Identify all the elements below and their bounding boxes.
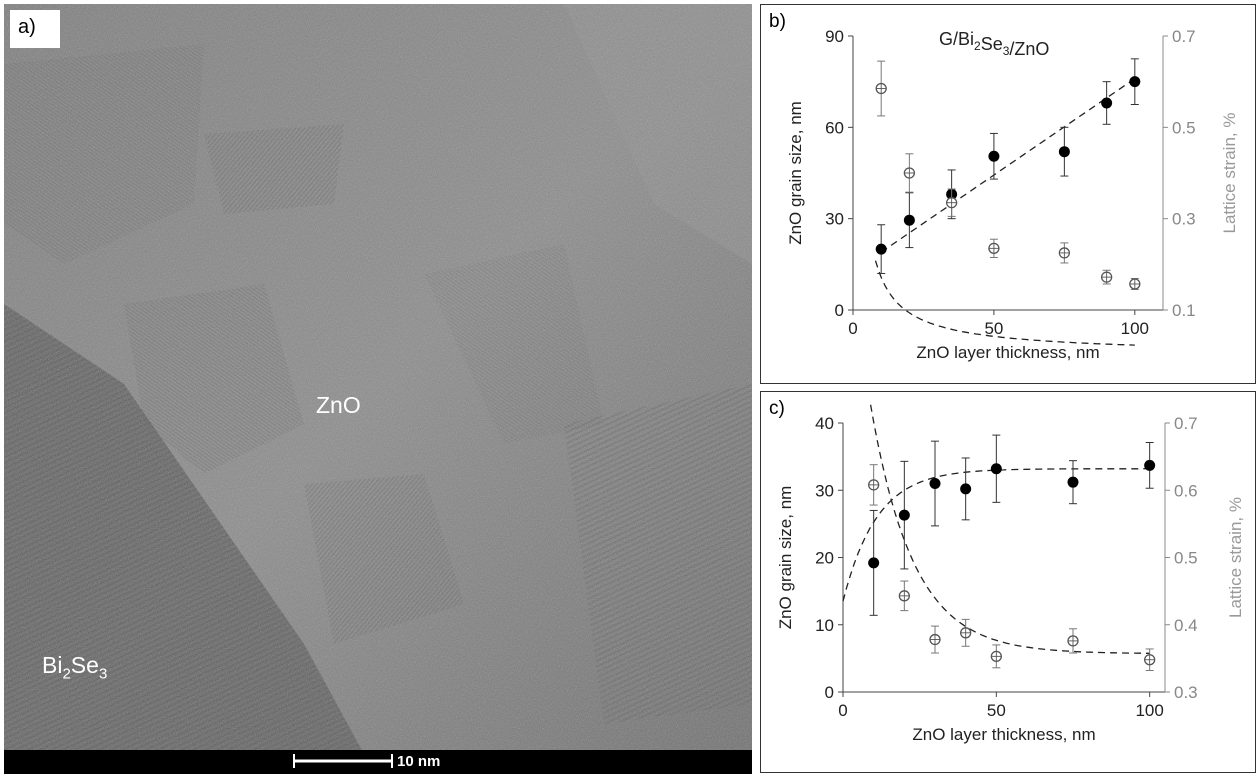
y2-tick-label: 0.6 [1174,481,1198,500]
fit-curve [869,404,1150,654]
fit-curve [874,260,1135,346]
x-tick-label: 50 [987,701,1006,720]
data-point-grain-size [1101,97,1113,109]
chart-c: 0 50 100 0 10 20 30 40 0.3 0.4 0.5 0.6 0.7 ZnO layer … [769,398,1245,744]
y2-tick-label: 0.7 [1172,27,1196,46]
x-tick-label: 0 [848,319,857,338]
panel-label-a: a) [18,16,36,38]
y-tick-label: 90 [825,27,844,46]
y-tick-label: 40 [815,414,834,433]
fit-curve [842,468,1150,602]
tem-micrograph [4,4,752,774]
x-axis-label: ZnO layer thickness, nm [912,725,1095,744]
y2-tick-label: 0.7 [1174,414,1198,433]
y2-tick-label: 0.3 [1174,683,1198,702]
y2-axis-label: Lattice strain, % [1226,497,1245,618]
chart-b: 0 50 100 0 30 60 90 0.1 0.3 0.5 0.7 ZnO layer thick… [769,11,1239,362]
data-point-grain-size [1144,459,1156,471]
chart-panel-c: 0 50 100 0 10 20 30 40 0.3 0.4 0.5 0.6 0.7 ZnO layer … [760,391,1256,773]
y-tick-label: 0 [835,301,844,320]
y-tick-label: 20 [815,549,834,568]
data-point-grain-size [875,243,887,255]
x-tick-label: 100 [1135,701,1163,720]
panel-label: b) [769,11,786,32]
y2-tick-label: 0.5 [1172,118,1196,137]
y-tick-label: 60 [825,118,844,137]
data-point-grain-size [868,557,880,569]
y2-tick-label: 0.1 [1172,301,1196,320]
data-point-grain-size [1058,146,1070,158]
scale-bar-label: 10 nm [397,753,441,770]
x-tick-label: 0 [838,701,847,720]
tem-image-panel: a) ZnO Bi2Se3 10 nm [4,4,752,774]
data-point-grain-size [903,214,915,226]
zno-label: ZnO [316,392,361,418]
data-point-grain-size [988,150,1000,162]
y-tick-label: 30 [825,210,844,229]
data-point-grain-size [898,509,910,521]
y-tick-label: 30 [815,481,834,500]
data-point-grain-size [1067,476,1079,488]
y-tick-label: 0 [825,683,834,702]
y2-axis-label: Lattice strain, % [1220,113,1239,234]
x-tick-label: 100 [1121,319,1149,338]
chart-title: G/Bi2Se3/ZnO [939,29,1049,59]
bi2se3-label: Bi2Se3 [42,652,108,683]
fit-curve [880,78,1136,253]
y2-tick-label: 0.5 [1174,549,1198,568]
y-tick-label: 10 [815,616,834,635]
y-axis-label: ZnO grain size, nm [776,486,795,630]
y-axis-label: ZnO grain size, nm [786,101,805,245]
data-point-grain-size [1129,76,1141,88]
data-point-grain-size [929,478,941,490]
chart-panel-b: 0 50 100 0 30 60 90 0.1 0.3 0.5 0.7 ZnO layer thick… [760,4,1256,384]
y2-tick-label: 0.4 [1174,616,1198,635]
y2-tick-label: 0.3 [1172,210,1196,229]
data-point-grain-size [990,463,1002,475]
panel-label: c) [769,398,785,419]
x-axis-label: ZnO layer thickness, nm [916,343,1099,362]
data-point-grain-size [960,483,972,495]
x-tick-label: 50 [984,319,1003,338]
